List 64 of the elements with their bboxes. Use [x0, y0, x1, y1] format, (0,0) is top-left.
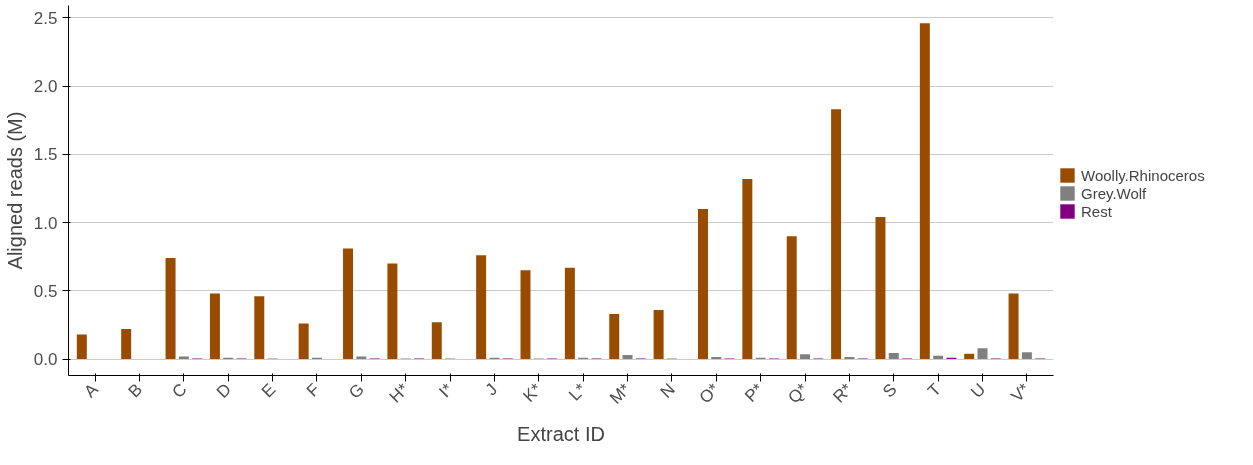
x-tick-label: B — [124, 379, 147, 402]
x-tick-label: O* — [695, 379, 724, 408]
x-tick-label: J — [481, 379, 502, 400]
x-axis-title: Extract ID — [517, 422, 605, 445]
x-tick-label: U — [967, 379, 990, 402]
bar — [520, 270, 531, 360]
bar — [476, 255, 487, 360]
x-tick-label: P* — [741, 379, 768, 406]
bar — [387, 263, 398, 360]
y-tick-label: 2.5 — [33, 8, 58, 28]
x-tick-label: S — [879, 379, 901, 402]
x-tick-label: V* — [1007, 379, 1034, 406]
bar — [622, 355, 633, 360]
bar — [76, 334, 87, 360]
legend-label: Rest — [1081, 202, 1112, 220]
bar — [888, 352, 899, 360]
y-tick-label: 0.0 — [33, 350, 58, 370]
bar — [431, 322, 442, 360]
legend-label: Woolly.Rhinoceros — [1081, 166, 1205, 184]
bar — [786, 236, 797, 360]
y-tick-label: 1.0 — [33, 213, 58, 233]
y-tick-label: 0.5 — [33, 281, 58, 301]
x-tick-label: D — [212, 379, 235, 402]
legend-label: Grey.Wolf — [1081, 184, 1147, 202]
bar — [919, 23, 930, 360]
x-tick-label: T — [924, 379, 945, 401]
x-tick-label: F — [302, 379, 324, 401]
x-tick-label: L* — [565, 379, 591, 405]
bar — [653, 309, 664, 360]
bar — [844, 357, 855, 360]
bar — [742, 178, 753, 360]
y-tick-label: 2.0 — [33, 77, 58, 97]
bar — [209, 293, 220, 360]
bar — [800, 354, 811, 360]
bar — [178, 356, 189, 360]
x-tick-label: K* — [519, 379, 546, 406]
x-tick-label: C — [168, 379, 191, 402]
bar — [343, 248, 354, 360]
bar — [165, 258, 176, 360]
bar — [831, 109, 842, 360]
x-tick-label: G — [345, 379, 369, 403]
bar — [298, 323, 309, 360]
x-tick-label: A — [80, 379, 103, 402]
bar — [977, 348, 988, 360]
bar — [254, 296, 265, 360]
x-tick-label: N — [656, 379, 679, 402]
x-tick-label: H* — [385, 379, 413, 407]
x-tick-label: I* — [435, 379, 458, 402]
y-tick-label: 1.5 — [33, 145, 58, 165]
x-tick-label: Q* — [784, 379, 813, 408]
bar — [609, 314, 620, 360]
bar — [564, 267, 575, 360]
bar — [964, 353, 975, 360]
bar — [711, 357, 722, 360]
bar — [697, 208, 708, 360]
bar — [121, 329, 132, 360]
y-axis-title: Aligned reads (M) — [3, 111, 26, 270]
bar — [356, 356, 367, 360]
x-tick-label: M* — [606, 379, 635, 408]
bar — [1021, 352, 1032, 360]
x-tick-label: R* — [829, 379, 857, 407]
bar — [1008, 293, 1019, 360]
bar — [875, 217, 886, 360]
x-tick-label: E — [257, 379, 280, 402]
